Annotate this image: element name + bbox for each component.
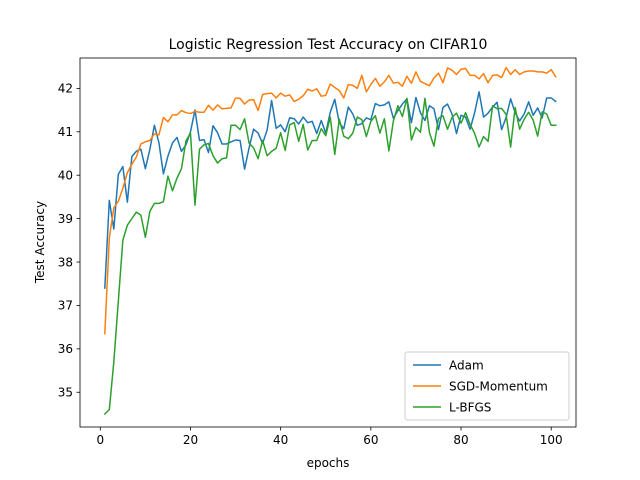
chart-title: Logistic Regression Test Accuracy on CIF… [169, 37, 488, 53]
x-tick-label: 0 [96, 433, 104, 447]
x-tick-label: 40 [273, 433, 288, 447]
series-line-sgd-momentum [104, 66, 557, 335]
legend-label-sgd-momentum: SGD-Momentum [449, 379, 548, 393]
y-tick-label: 40 [58, 169, 73, 183]
x-tick-label: 20 [183, 433, 198, 447]
x-tick-label: 80 [453, 433, 468, 447]
y-tick-label: 39 [58, 212, 73, 226]
legend: Adam SGD-Momentum L-BFGS [404, 351, 570, 421]
legend-box [404, 351, 570, 421]
y-tick-label: 38 [58, 255, 73, 269]
y-tick-label: 41 [58, 125, 73, 139]
y-axis-label: Test Accuracy [33, 201, 47, 284]
series-line-l-bfgs [103, 97, 557, 416]
x-tick-label: 60 [363, 433, 378, 447]
y-tick-label: 42 [58, 82, 73, 96]
legend-label-adam: Adam [449, 358, 484, 372]
y-tick-label: 37 [58, 299, 73, 313]
y-tick-label: 36 [58, 342, 73, 356]
axes-frame [79, 57, 577, 428]
plot-area: 0 20 40 60 80 100 35 36 37 38 39 40 41 42 [58, 57, 577, 447]
x-tick-label: 100 [540, 433, 563, 447]
series-line-adam [104, 91, 557, 289]
y-tick-label: 35 [58, 386, 73, 400]
legend-label-l-bfgs: L-BFGS [449, 400, 491, 414]
x-axis-label: epochs [307, 456, 350, 470]
